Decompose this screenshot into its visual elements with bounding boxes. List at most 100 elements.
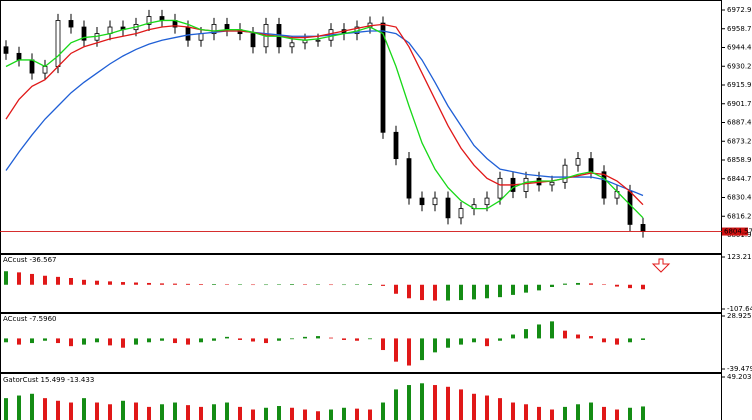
histogram-bar [407, 338, 411, 366]
histogram-bar [498, 398, 502, 420]
panel-frame [0, 254, 722, 313]
candle-body [289, 42, 295, 48]
histogram-bar [199, 284, 203, 285]
histogram-bar [225, 284, 229, 285]
histogram-bar [589, 336, 593, 339]
histogram-bar [342, 407, 346, 420]
histogram-bar [511, 402, 515, 420]
candle-body [29, 59, 35, 74]
candle-body [55, 20, 61, 67]
candle-body [406, 158, 412, 199]
histogram-bar [30, 338, 34, 344]
histogram-bar [615, 409, 619, 420]
histogram-bar [316, 411, 320, 420]
candle-body [458, 208, 464, 219]
histogram-bar [563, 406, 567, 420]
histogram-bar [615, 338, 619, 345]
candle-body [68, 20, 74, 28]
histogram-bar [485, 338, 489, 347]
candle-body [601, 171, 607, 199]
histogram-bar [628, 338, 632, 343]
histogram-bar [134, 338, 138, 345]
histogram-bar [95, 338, 99, 343]
y-tick-label: 6930.20 [727, 62, 752, 70]
candle-body [81, 26, 87, 41]
histogram-bar [160, 283, 164, 285]
histogram-bar [134, 402, 138, 420]
histogram-bar [329, 284, 333, 286]
candle-body [549, 181, 555, 186]
histogram-bar [238, 338, 242, 340]
histogram-bar [173, 283, 177, 285]
candle-body [198, 33, 204, 41]
histogram-bar [199, 406, 203, 420]
histogram-bar [108, 404, 112, 420]
histogram-bar [329, 337, 333, 339]
histogram-bar [160, 404, 164, 420]
histogram-bar [407, 385, 411, 420]
histogram-bar [264, 284, 268, 286]
candle-body [627, 191, 633, 225]
histogram-bar [446, 284, 450, 301]
price-label-bg [722, 227, 748, 236]
histogram-bar [550, 409, 554, 420]
histogram-bar [43, 398, 47, 420]
histogram-bar [537, 324, 541, 339]
candle-body [42, 66, 48, 74]
price-label: 6804.57 [724, 228, 752, 236]
histogram-bar [69, 277, 73, 285]
histogram-bar [186, 338, 190, 345]
histogram-bar [30, 393, 34, 420]
histogram-bar [446, 386, 450, 420]
histogram-bar [82, 398, 86, 420]
moving-average [5, 19, 644, 219]
histogram-bar [277, 406, 281, 420]
histogram-bar [446, 338, 450, 348]
histogram-bar [121, 338, 125, 348]
y-tick-label: 123.211 [727, 253, 752, 261]
histogram-bar [381, 338, 385, 351]
histogram-bar [602, 338, 606, 343]
histogram-bar [576, 282, 580, 285]
candle-body [640, 224, 646, 232]
histogram-bar [4, 398, 8, 420]
histogram-bar [186, 405, 190, 420]
histogram-bar [368, 409, 372, 420]
histogram-bar [290, 407, 294, 420]
histogram-bar [628, 284, 632, 289]
histogram-bar [498, 284, 502, 298]
y-tick-label: 6873.20 [727, 137, 752, 145]
histogram-bar [342, 338, 346, 340]
histogram-bar [602, 284, 606, 285]
candle-body [419, 197, 425, 206]
histogram-bar [472, 338, 476, 343]
candle-body [3, 46, 9, 54]
histogram-bar [407, 284, 411, 299]
histogram-bar [524, 284, 528, 293]
panel-title: ACcust -36.567 [3, 256, 56, 264]
histogram-bar [485, 284, 489, 299]
histogram-bar [277, 338, 281, 341]
histogram-bar [641, 406, 645, 420]
y-tick-label: 6816.20 [727, 212, 752, 220]
histogram-bar [498, 338, 502, 341]
histogram-bar [615, 284, 619, 287]
y-tick-label: 6844.70 [727, 175, 752, 183]
histogram-bar [641, 338, 645, 340]
histogram-bar [186, 283, 190, 285]
histogram-bar [329, 409, 333, 420]
histogram-bar [433, 338, 437, 353]
histogram-bar [4, 271, 8, 285]
histogram-bar [537, 406, 541, 420]
y-tick-label: -107.641 [727, 305, 752, 313]
histogram-bar [511, 284, 515, 295]
histogram-bar [368, 338, 372, 340]
histogram-bar [459, 389, 463, 420]
histogram-bar [108, 281, 112, 285]
histogram-bar [576, 404, 580, 420]
histogram-bar [212, 338, 216, 341]
y-tick-label: 6887.45 [727, 119, 752, 127]
histogram-bar [303, 409, 307, 420]
histogram-bar [69, 338, 73, 347]
histogram-bar [524, 404, 528, 420]
